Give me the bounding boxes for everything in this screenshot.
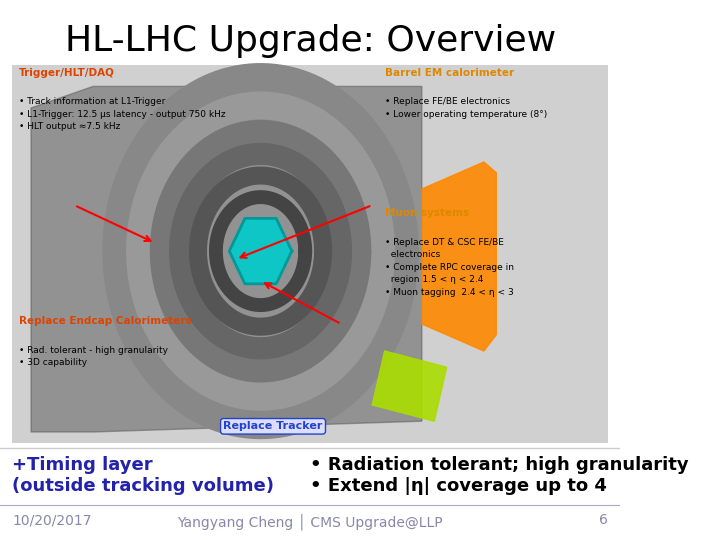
Polygon shape (31, 86, 422, 432)
Text: 10/20/2017: 10/20/2017 (12, 513, 92, 527)
Text: • Radiation tolerant; high granularity
• Extend |η| coverage up to 4: • Radiation tolerant; high granularity •… (310, 456, 689, 495)
Polygon shape (229, 218, 292, 284)
FancyBboxPatch shape (12, 65, 608, 443)
Text: HL-LHC Upgrade: Overview: HL-LHC Upgrade: Overview (65, 24, 556, 58)
Text: Yangyang Cheng │ CMS Upgrade@LLP: Yangyang Cheng │ CMS Upgrade@LLP (177, 513, 443, 530)
Text: • Track information at L1-Trigger
• L1-Trigger: 12.5 µs latency - output 750 kHz: • Track information at L1-Trigger • L1-T… (19, 97, 225, 131)
Text: • Replace FE/BE electronics
• Lower operating temperature (8°): • Replace FE/BE electronics • Lower oper… (384, 97, 547, 119)
Text: Replace Tracker: Replace Tracker (223, 421, 323, 431)
Polygon shape (372, 351, 446, 421)
Polygon shape (422, 162, 496, 351)
Text: 6: 6 (599, 513, 608, 527)
Text: • Rad. tolerant - high granularity
• 3D capability: • Rad. tolerant - high granularity • 3D … (19, 346, 168, 367)
Text: Barrel EM calorimeter: Barrel EM calorimeter (384, 68, 514, 78)
Text: +Timing layer
(outside tracking volume): +Timing layer (outside tracking volume) (12, 456, 274, 495)
Text: Replace Endcap Calorimeters: Replace Endcap Calorimeters (19, 316, 192, 326)
Text: • Replace DT & CSC FE/BE
  electronics
• Complete RPC coverage in
  region 1.5 <: • Replace DT & CSC FE/BE electronics • C… (384, 238, 513, 296)
Text: Trigger/HLT/DAQ: Trigger/HLT/DAQ (19, 68, 114, 78)
Text: Muon systems: Muon systems (384, 208, 469, 218)
